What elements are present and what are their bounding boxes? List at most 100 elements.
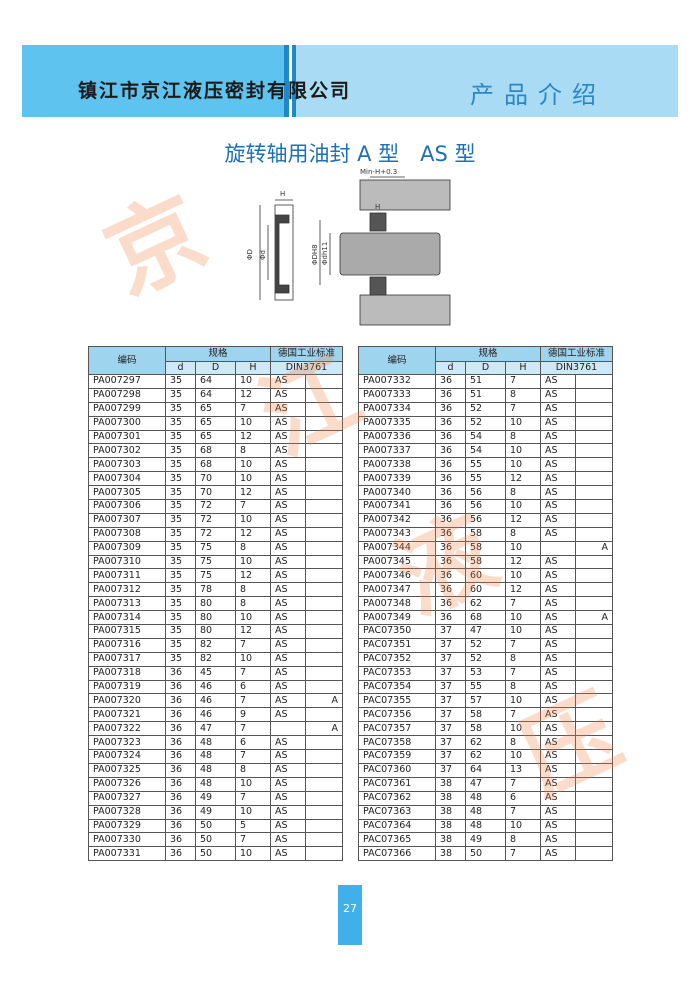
table-cell: PA007349 xyxy=(358,610,436,626)
data-row: PA007347 36 60 12 AS xyxy=(358,582,614,598)
table-cell: 54 xyxy=(465,429,506,445)
table-cell: 8 xyxy=(235,443,271,459)
table-cell: 65 xyxy=(195,401,236,417)
table-cell: 47 xyxy=(465,624,506,639)
table-cell: PAC07360 xyxy=(358,762,436,778)
table-cell: 80 xyxy=(195,596,236,612)
header-cell: 编码 xyxy=(358,346,436,375)
diagram-label: H xyxy=(375,203,380,211)
data-row: PA007316 35 82 7 AS xyxy=(88,637,344,653)
table-cell: 7 xyxy=(235,832,271,848)
data-row: PA007303 35 68 10 AS xyxy=(88,457,344,473)
table-cell: AS xyxy=(270,485,306,501)
data-row: PA007310 35 75 10 AS xyxy=(88,554,344,570)
table-cell: AS xyxy=(540,846,576,862)
table-cell xyxy=(574,387,614,403)
header-row: 编码 规格 德国工业标准 xyxy=(88,346,344,375)
data-row: PAC07364 38 48 10 AS xyxy=(358,818,614,834)
table-cell: AS xyxy=(270,415,306,431)
table-cell: PA007308 xyxy=(88,526,166,542)
header-cell: DIN3761 xyxy=(539,361,614,375)
table-cell: PA007329 xyxy=(88,818,166,834)
table-cell: 46 xyxy=(195,693,236,709)
header-divider xyxy=(292,45,296,117)
table-cell: PAC07362 xyxy=(358,790,436,806)
table-cell: 57 xyxy=(465,693,506,709)
table-cell: 72 xyxy=(195,512,236,528)
header-cell: 规格 xyxy=(165,346,271,362)
table-cell: 10 xyxy=(235,512,271,528)
table-cell: PA007321 xyxy=(88,707,166,723)
data-row: PA007315 35 80 12 AS xyxy=(88,624,344,639)
table-cell: 10 xyxy=(505,624,541,639)
table-cell: 37 xyxy=(435,735,466,751)
table-cell: AS xyxy=(540,443,576,459)
table-cell: PA007314 xyxy=(88,610,166,626)
data-row: PAC07355 37 57 10 AS xyxy=(358,693,614,709)
table-cell: AS xyxy=(270,499,306,514)
header-cell: 编码 xyxy=(88,346,166,375)
table-cell: PA007311 xyxy=(88,568,166,584)
table-cell: 35 xyxy=(165,429,196,445)
header-cell: H xyxy=(235,361,271,375)
data-row: PA007330 36 50 7 AS xyxy=(88,832,344,848)
table-cell: 36 xyxy=(165,679,196,695)
table-cell: 6 xyxy=(235,679,271,695)
table-cell: 10 xyxy=(505,499,541,514)
table-cell xyxy=(574,846,614,862)
table-cell xyxy=(574,762,614,778)
table-cell: AS xyxy=(540,485,576,501)
table-cell: 7 xyxy=(235,665,271,681)
table-cell: AS xyxy=(270,582,306,598)
data-row: PAC07360 37 64 13 AS xyxy=(358,762,614,778)
table-cell: AS xyxy=(270,512,306,528)
data-row: PA007314 35 80 10 AS xyxy=(88,610,344,626)
table-cell xyxy=(304,387,344,403)
table-cell: 46 xyxy=(195,679,236,695)
header-divider xyxy=(284,45,289,117)
table-cell: 75 xyxy=(195,568,236,584)
table-cell: 12 xyxy=(235,429,271,445)
table-cell: 50 xyxy=(195,832,236,848)
data-row: PA007297 35 64 10 AS xyxy=(88,374,344,389)
table-cell xyxy=(304,429,344,445)
table-cell xyxy=(574,512,614,528)
table-cell: A xyxy=(574,610,614,626)
data-row: PA007298 35 64 12 AS xyxy=(88,387,344,403)
table-cell: 75 xyxy=(195,540,236,556)
data-row: PA007307 35 72 10 AS xyxy=(88,512,344,528)
table-cell: 80 xyxy=(195,610,236,626)
table-cell xyxy=(574,471,614,487)
header-row: d D H DIN3761 xyxy=(359,361,614,375)
table-cell: AS xyxy=(270,443,306,459)
data-row: PA007331 36 50 10 AS xyxy=(88,846,344,862)
table-cell: PA007298 xyxy=(88,387,166,403)
table-cell: A xyxy=(304,721,344,737)
table-cell: 35 xyxy=(165,582,196,598)
table-cell: PAC07356 xyxy=(358,707,436,723)
table-cell xyxy=(574,582,614,598)
table-cell: 52 xyxy=(465,415,506,431)
watermark: 京 xyxy=(89,176,223,317)
table-cell xyxy=(304,596,344,612)
table-cell: 36 xyxy=(435,596,466,612)
data-row: PA007343 36 58 8 AS xyxy=(358,526,614,542)
table-cell: 12 xyxy=(235,624,271,639)
table-cell: PAC07365 xyxy=(358,832,436,848)
table-cell: 12 xyxy=(505,582,541,598)
table-cell: 7 xyxy=(235,790,271,806)
table-cell xyxy=(304,485,344,501)
table-cell: PAC07358 xyxy=(358,735,436,751)
table-cell: 64 xyxy=(195,374,236,389)
table-cell xyxy=(574,637,614,653)
data-row: PA007345 36 58 12 AS xyxy=(358,554,614,570)
table-cell xyxy=(574,818,614,834)
data-row: PAC07352 37 52 8 AS xyxy=(358,651,614,667)
table-cell: PAC07354 xyxy=(358,679,436,695)
table-cell: 62 xyxy=(465,749,506,764)
table-cell: 12 xyxy=(235,485,271,501)
table-cell xyxy=(304,665,344,681)
header-cell: 德国工业标准 xyxy=(539,346,614,362)
table-cell: PAC07350 xyxy=(358,624,436,639)
table-cell: 72 xyxy=(195,499,236,514)
